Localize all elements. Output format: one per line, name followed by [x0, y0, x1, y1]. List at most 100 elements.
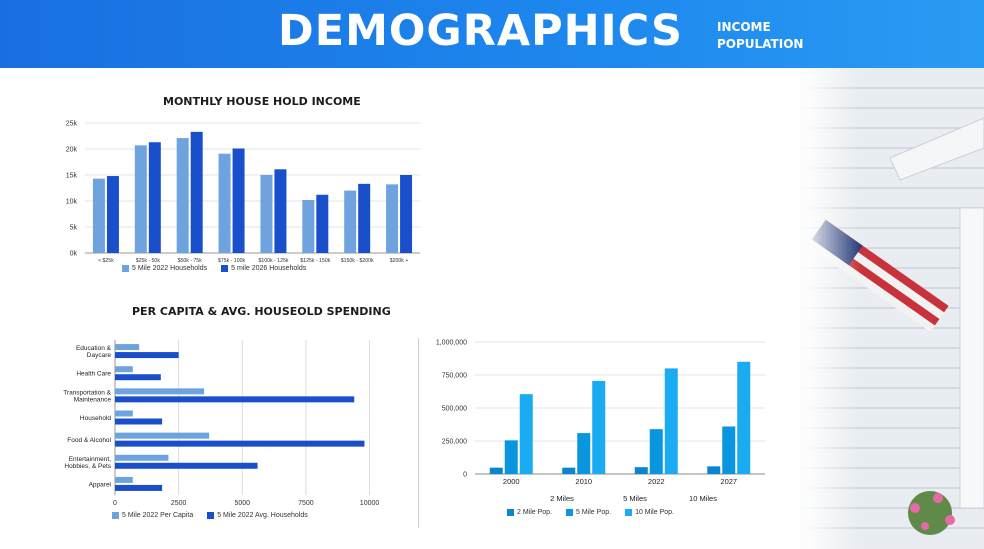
bar	[134, 145, 147, 253]
y-tick-label: 1,000,000	[436, 340, 467, 347]
income-chart-title: MONTHLY HOUSE HOLD INCOME	[163, 95, 361, 108]
y-tick-label: 25k	[66, 121, 78, 128]
y-tick-label: Apparel	[89, 481, 112, 488]
income-chart: 0k 5k 10k 15k 20k 25k < $25k $25k - 50k $50k - 7…	[66, 121, 420, 264]
swatch-2026	[221, 265, 229, 272]
legend-label-households: 5 Mile 2022 Avg. Households	[217, 512, 308, 519]
y-tick-label: 10k	[66, 199, 78, 206]
x-tick-label: $125k - 150k	[300, 258, 330, 264]
bar	[737, 361, 751, 474]
x-tick-label: 2027	[720, 477, 737, 486]
legend-item-2026: 5 mile 2026 Households	[221, 265, 306, 272]
bar	[519, 394, 533, 474]
x-tick-label: 2000	[503, 477, 520, 486]
spending-legend: 5 Mile 2022 Per Capita 5 Mile 2022 Avg. …	[112, 512, 316, 519]
bar	[302, 199, 315, 253]
y-tick-label: Household	[80, 415, 111, 422]
legend-label-2022: 5 Mile 2022 Households	[132, 265, 208, 272]
y-tick-label: 0k	[70, 251, 78, 258]
y-tick-label: Education & Daycare	[76, 345, 112, 359]
bar	[115, 432, 210, 439]
bar	[634, 467, 648, 474]
bar	[260, 175, 273, 253]
bar	[489, 467, 503, 474]
bar	[115, 476, 133, 483]
bar	[115, 344, 140, 351]
swatch-per-capita	[112, 512, 119, 519]
spending-chart-title: PER CAPITA & AVG. HOUSEOLD SPENDING	[132, 305, 391, 318]
y-tick-label: 250,000	[442, 439, 467, 446]
x-tick-label: < $25k	[98, 258, 114, 264]
y-tick-label: 0	[463, 472, 467, 479]
swatch-5-mile	[566, 509, 574, 516]
swatch-households	[207, 512, 215, 519]
bar	[707, 466, 721, 474]
x-tick-label: 10000	[360, 500, 380, 507]
bar	[176, 138, 189, 253]
x-tick-label: $100k - 125k	[258, 258, 288, 264]
x-tick-label: 2500	[171, 500, 187, 507]
bar	[386, 184, 399, 253]
bar	[722, 426, 736, 474]
legend-label-5-mile: 5 Mile Pop.	[576, 509, 612, 516]
bar	[274, 169, 287, 253]
y-tick-label: 20k	[66, 147, 78, 154]
x-tick-label: $75k - 100k	[218, 258, 246, 264]
bar	[115, 374, 161, 381]
x-tick-label: $150k - $200k	[341, 258, 374, 264]
bar	[115, 440, 365, 447]
bar	[344, 190, 357, 253]
x-tick-label: 2022	[648, 477, 665, 486]
y-tick-label: 750,000	[442, 373, 467, 380]
spending-chart: 0 2500 5000 7500 10000 Education & Daycare Heal…	[63, 340, 380, 507]
bar	[115, 366, 133, 373]
annotation-label: 5 Miles	[623, 494, 647, 503]
photo-fade	[760, 68, 860, 549]
y-tick-label: 500,000	[442, 406, 467, 413]
bar	[115, 418, 163, 425]
income-legend: 5 Mile 2022 Households 5 mile 2026 House…	[122, 265, 314, 272]
x-tick-label: 0	[113, 500, 117, 507]
swatch-10-mile	[625, 509, 633, 516]
bar	[592, 380, 606, 474]
bar	[504, 440, 518, 474]
bar	[358, 183, 371, 253]
x-tick-label: 2010	[575, 477, 592, 486]
legend-item-per-capita: 5 Mile 2022 Per Capita	[112, 512, 193, 519]
legend-item-2022: 5 Mile 2022 Households	[122, 265, 207, 272]
legend-label-2-mile: 2 Mile Pop.	[517, 509, 553, 516]
x-tick-label: 7500	[298, 500, 314, 507]
legend-item-5-mile: 5 Mile Pop.	[566, 509, 611, 516]
y-tick-label: Entertainment, Hobbies, & Pets	[64, 456, 111, 470]
header-banner: DEMOGRAPHICS INCOME POPULATION	[0, 0, 984, 68]
bar	[316, 194, 329, 253]
legend-label-10-mile: 10 Mile Pop.	[635, 509, 674, 516]
swatch-2-mile	[507, 509, 514, 516]
y-tick-label: 15k	[66, 173, 78, 180]
y-tick-label: 5k	[70, 225, 78, 232]
bar	[115, 388, 205, 395]
annotation-label: 2 Miles	[550, 494, 574, 503]
bar	[562, 467, 576, 474]
bar	[115, 462, 258, 469]
annotation-label: 10 Miles	[689, 494, 717, 503]
x-tick-label: $200k +	[390, 258, 409, 264]
bar	[148, 142, 161, 253]
bar	[218, 153, 231, 253]
bar	[106, 176, 119, 253]
bar	[664, 368, 678, 474]
bar	[115, 454, 169, 461]
bar	[115, 396, 355, 403]
bar	[92, 178, 105, 253]
y-tick-label: Health Care	[76, 371, 111, 378]
page-title: DEMOGRAPHICS	[278, 6, 683, 56]
x-tick-label: $25k - 50k	[136, 258, 161, 264]
bar	[232, 148, 245, 253]
subtitle-income: INCOME	[717, 20, 771, 34]
swatch-2022	[122, 265, 129, 272]
legend-item-households: 5 Mile 2022 Avg. Households	[207, 512, 308, 519]
x-tick-label: 5000	[234, 500, 250, 507]
bar	[577, 433, 591, 474]
x-tick-label: $50k - 75k	[178, 258, 203, 264]
